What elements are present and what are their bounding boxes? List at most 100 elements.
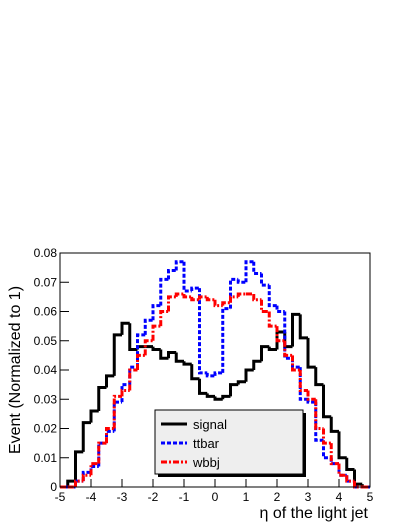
histogram-step	[314, 399, 324, 430]
y-tick-label: 0.01	[34, 451, 58, 465]
histogram-step	[81, 473, 91, 482]
histogram-step	[143, 339, 153, 356]
histogram-step	[314, 367, 324, 387]
histogram-step	[283, 340, 293, 357]
x-tick-label: -5	[55, 490, 66, 504]
histogram-step	[322, 428, 332, 445]
histogram-step	[267, 311, 277, 328]
y-tick-label: 0.08	[34, 246, 58, 260]
histogram-step	[205, 296, 215, 302]
histogram-step	[128, 323, 138, 352]
histogram-step	[167, 295, 177, 312]
histogram-step	[221, 307, 231, 373]
histogram-step	[159, 310, 169, 327]
histogram-step	[213, 396, 223, 401]
histogram-step	[74, 450, 84, 482]
histogram-step	[89, 409, 99, 423]
histogram-step	[221, 394, 231, 400]
legend-box	[154, 409, 304, 475]
histogram-step	[120, 321, 130, 335]
x-tick-label: 3	[305, 490, 312, 504]
legend-label: ttbar	[193, 436, 220, 451]
histogram-step	[252, 359, 262, 370]
histogram-step	[97, 386, 107, 411]
y-tick-label: 0.04	[34, 363, 58, 377]
histogram-step	[112, 333, 122, 376]
histogram-step	[159, 349, 169, 360]
y-tick-label: 0.03	[34, 392, 58, 406]
x-tick-label: -1	[179, 490, 190, 504]
x-tick-label: -4	[86, 490, 97, 504]
histogram-step	[174, 260, 184, 271]
y-tick-label: 0.05	[34, 334, 58, 348]
histogram-step	[298, 314, 308, 340]
histogram-step	[252, 293, 262, 302]
histogram-step	[283, 311, 293, 360]
histogram-step	[236, 279, 246, 284]
histogram-step	[143, 318, 153, 335]
histogram-step	[182, 261, 192, 293]
histogram-step	[198, 295, 208, 300]
histogram-step	[322, 384, 332, 419]
x-tick-label: 5	[367, 490, 374, 504]
histogram-step	[66, 479, 76, 487]
histogram-step	[97, 441, 107, 464]
histogram-step	[260, 299, 270, 313]
histogram-step	[105, 427, 115, 444]
x-tick-label: 2	[274, 490, 281, 504]
histogram-step	[306, 337, 316, 369]
histogram-step	[229, 295, 239, 303]
histogram-step	[89, 462, 99, 476]
histogram-step	[267, 346, 277, 352]
histogram-step	[190, 364, 200, 381]
histogram-step	[275, 326, 285, 343]
histogram-step	[244, 260, 254, 283]
legend-label: wbbj	[192, 455, 220, 470]
histogram-step	[190, 286, 200, 292]
histogram-step	[182, 361, 192, 366]
histogram-step	[337, 463, 347, 477]
x-tick-label: 4	[336, 490, 343, 504]
y-tick-label: 0.02	[34, 422, 58, 436]
y-tick-label: 0.06	[34, 305, 58, 319]
histogram-step	[174, 352, 184, 363]
histogram-step	[128, 368, 138, 391]
histogram-step	[112, 400, 122, 432]
histogram-step	[198, 288, 208, 375]
histogram-step	[213, 299, 223, 308]
plot-frame	[59, 252, 371, 488]
legend-label: signal	[193, 417, 227, 432]
histogram-step	[329, 443, 339, 466]
y-tick-label: 0	[50, 480, 57, 494]
histogram-step	[345, 475, 355, 483]
histogram-step	[337, 431, 347, 460]
histogram-step	[167, 350, 177, 359]
histogram-step	[213, 371, 223, 376]
histogram-step	[291, 312, 301, 347]
histogram-step	[174, 292, 184, 297]
histogram-step	[151, 324, 161, 341]
x-tick-label: -3	[117, 490, 128, 504]
histogram-step	[120, 388, 130, 397]
histogram-step	[159, 277, 169, 306]
histogram-step	[267, 285, 277, 308]
y-tick-label: 0.07	[34, 275, 58, 289]
histogram-step	[221, 301, 231, 306]
histogram-step	[205, 393, 215, 398]
histogram-step	[136, 333, 146, 368]
histogram-step	[81, 421, 91, 452]
histogram-step	[198, 378, 208, 395]
histogram-step	[244, 368, 254, 382]
x-axis-title: η of the light jet	[259, 505, 368, 522]
histogram-step	[182, 293, 192, 299]
histogram-step	[291, 355, 301, 372]
histogram-step	[298, 370, 308, 392]
y-axis-title: Event (Normalized to 1)	[7, 286, 24, 454]
histogram-step	[236, 380, 246, 385]
histogram-step	[167, 269, 177, 280]
histogram-step	[74, 479, 84, 487]
histogram-step	[205, 372, 215, 378]
histogram-step	[298, 367, 308, 401]
histogram-step	[151, 346, 161, 352]
